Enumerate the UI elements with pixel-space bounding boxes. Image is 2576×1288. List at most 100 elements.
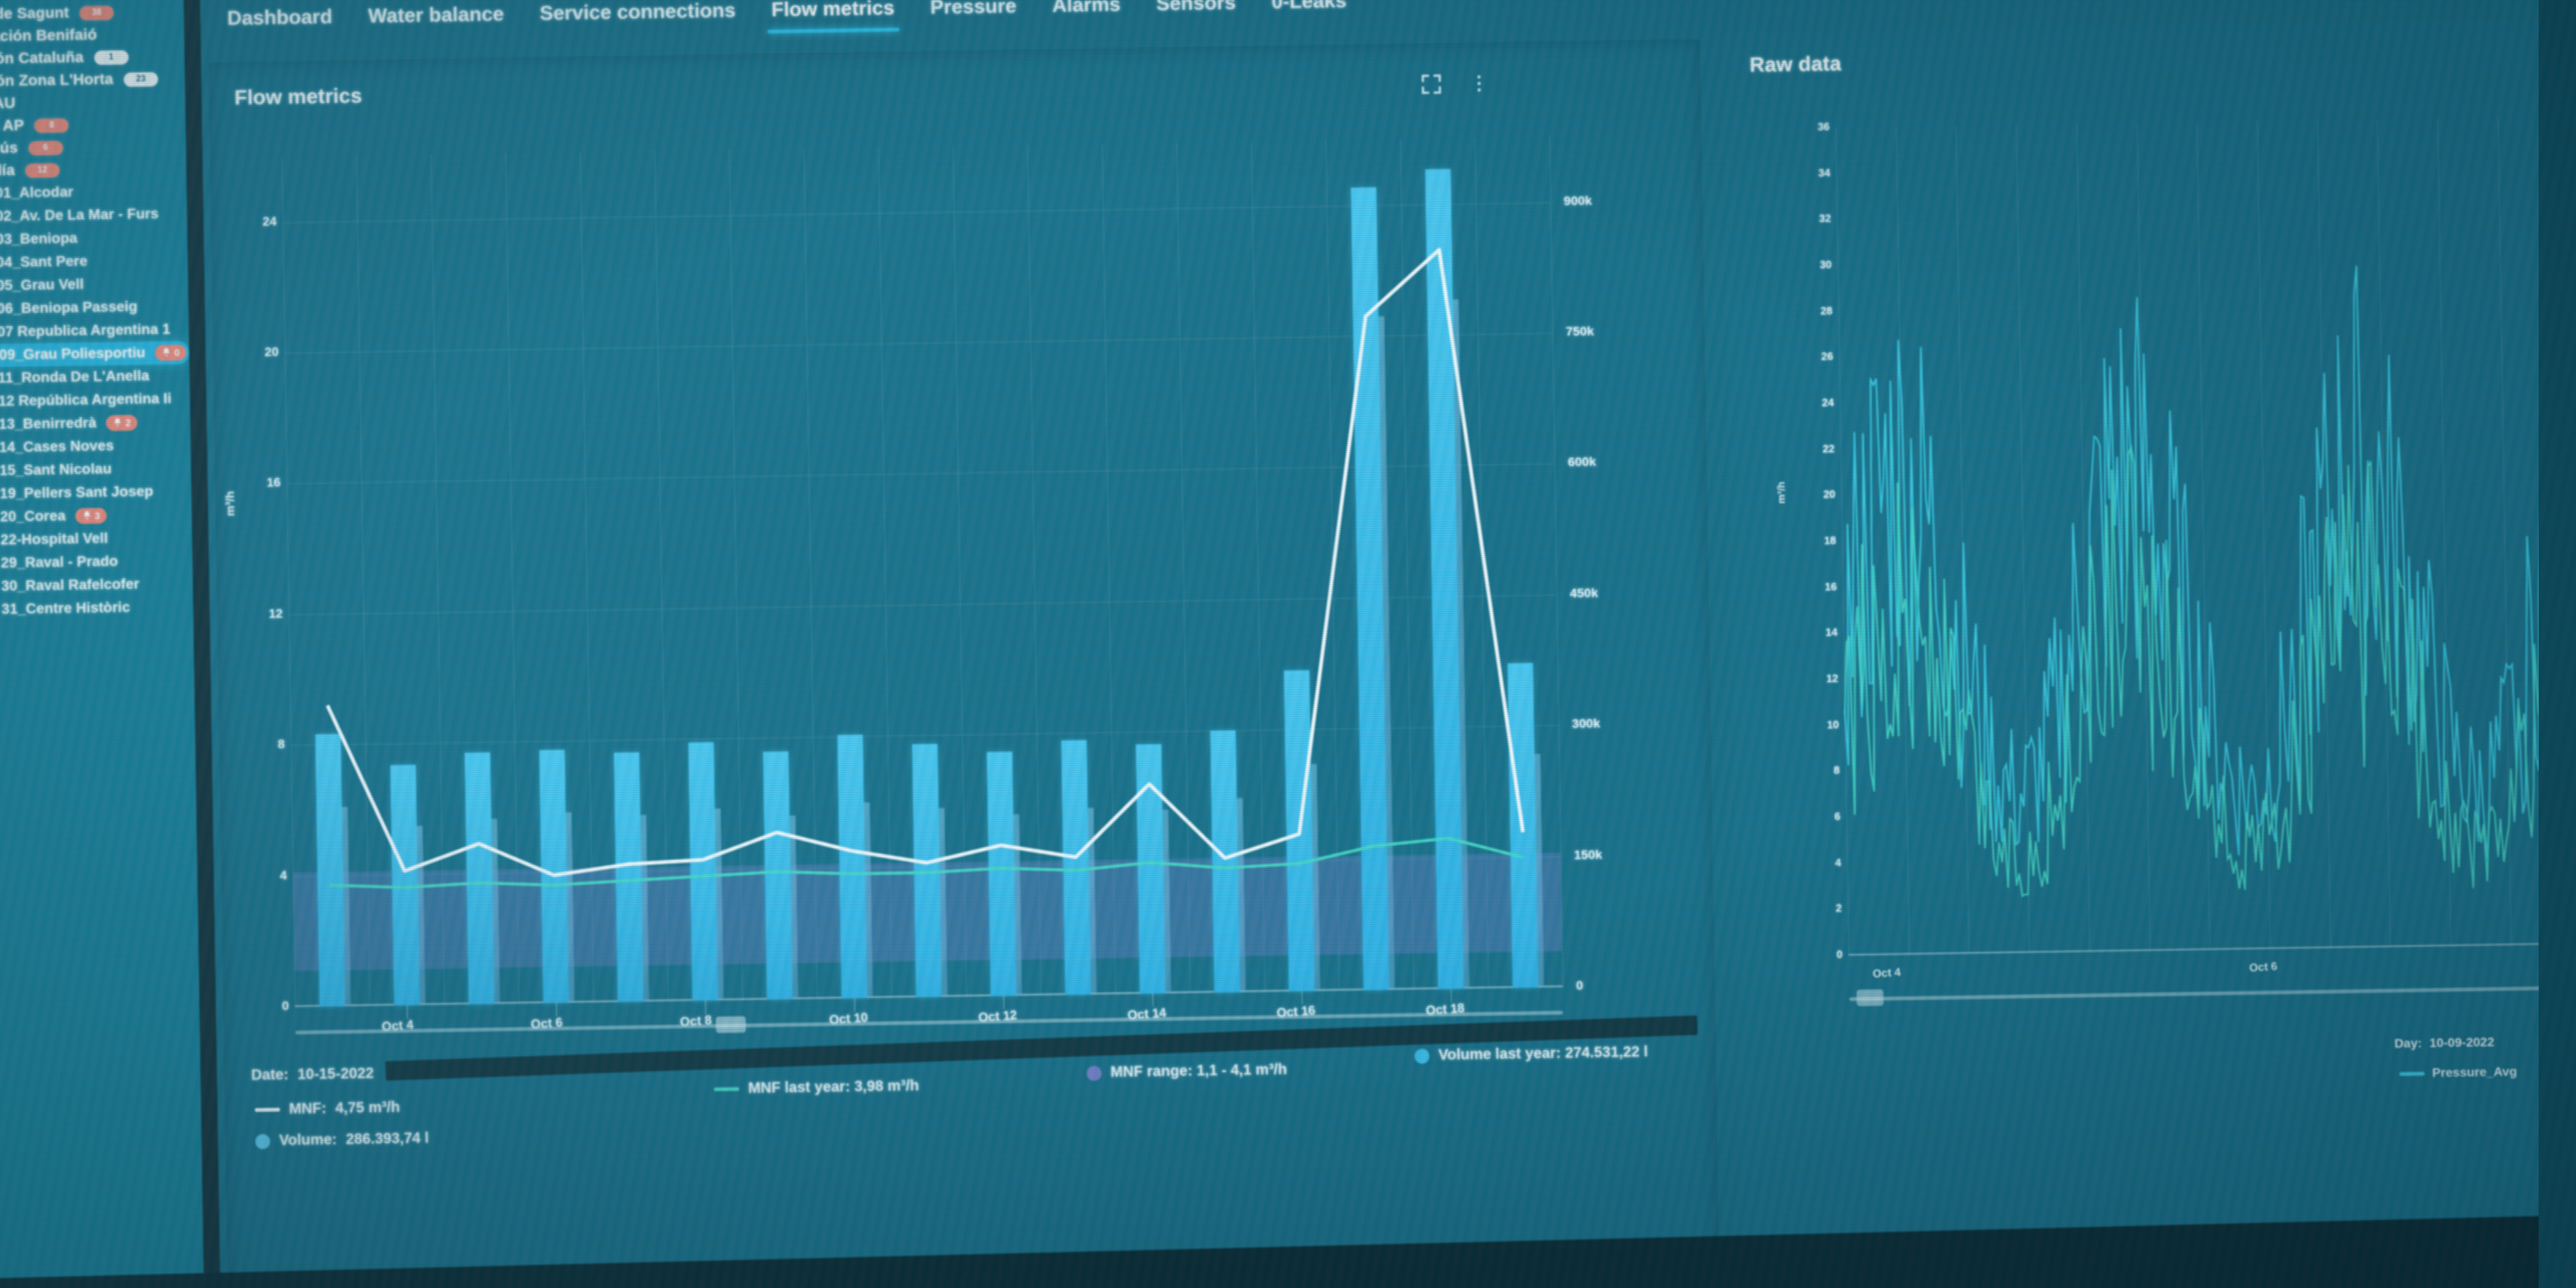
sidebar-item-label: 03_Beniopa <box>0 230 78 248</box>
tab-dashboard[interactable]: Dashboard <box>227 5 333 30</box>
tooltip-volume-label: Volume: <box>279 1131 337 1149</box>
y-axis-tick: 14 <box>1825 626 1838 640</box>
sidebar-item-22-hospital-vell[interactable]: 22-Hospital Vell <box>0 526 192 553</box>
alarm-badge: 3 <box>75 507 107 524</box>
status-badge: 1 <box>93 49 129 65</box>
sidebar-item-03-beniopa[interactable]: 03_Beniopa <box>0 225 187 252</box>
tooltip-volume-value: 286.393,74 l <box>345 1130 430 1148</box>
sidebar-item-14-cases-noves[interactable]: 14_Cases Noves <box>0 433 191 460</box>
sidebar-item-30-raval-rafelcofer[interactable]: 30_Raval Rafelcofer <box>0 572 193 599</box>
sidebar-item-07-republica-argentina-1[interactable]: 07 Republica Argentina 1 <box>0 318 189 345</box>
y-axis-tick: 6 <box>1834 811 1841 823</box>
sidebar-item-09-grau-poliesportiu[interactable]: 09_Grau Poliesportiu 0 <box>0 341 189 368</box>
sidebar-item-01-alcodar[interactable]: 01_Alcodar <box>0 179 186 206</box>
y-axis-right-tick: 150k <box>1574 847 1603 862</box>
sidebar-group-2[interactable]: ...cción Cataluña 1 <box>0 45 185 71</box>
sidebar-item-label: 07 Republica Argentina 1 <box>0 321 171 341</box>
alarm-bell-icon <box>82 510 92 522</box>
sidebar-item-label: 02_Av. De La Mar - Furs <box>0 205 159 225</box>
tab-alarms[interactable]: Alarms <box>1052 0 1121 16</box>
status-badge: 6 <box>28 140 63 155</box>
sidebar-item-13-benirredr[interactable]: 13_Benirredrà 2 <box>0 410 190 437</box>
plot-scrollbar-thumb[interactable] <box>1856 989 1884 1007</box>
y-axis-tick: 10 <box>1826 719 1839 732</box>
tooltip-mnf-value: 4,75 m³/h <box>335 1099 400 1117</box>
sidebar-item-12-rep-blica-argentina-ii[interactable]: 12 República Argentina Ii <box>0 387 190 414</box>
sidebar-item-label: 14_Cases Noves <box>0 437 114 456</box>
sidebar-item-11-ronda-de-l-anella[interactable]: 11_Ronda De L'Anella <box>0 364 189 391</box>
pressure-avg-line <box>1844 256 2576 859</box>
alarm-badge: 0 <box>154 345 187 361</box>
sidebar-group-label: NDÍA AP <box>0 116 25 135</box>
tab-pressure[interactable]: Pressure <box>930 0 1017 19</box>
tab-0-leaks[interactable]: 0-Leaks <box>1271 0 1347 13</box>
tooltip-date-label: Date: <box>251 1066 289 1084</box>
mnf-last-year-line <box>330 836 1524 889</box>
sidebar-item-19-pellers-sant-josep[interactable]: 19_Pellers Sant Josep <box>0 480 192 506</box>
sidebar-item-15-sant-nicolau[interactable]: 15_Sant Nicolau <box>0 456 191 483</box>
tooltip-day-label: Day: <box>2394 1036 2422 1051</box>
tab-water-balance[interactable]: Water balance <box>368 2 504 28</box>
sidebar-item-label: 13_Benirredrà <box>0 415 97 433</box>
sidebar-group-7[interactable]: Gandía 12 <box>0 157 186 183</box>
page-title: Flow metrics <box>234 84 362 110</box>
sidebar-item-06-beniopa-passeig[interactable]: 06_Beniopa Passeig <box>0 295 189 321</box>
tab-service-connections[interactable]: Service connections <box>539 0 736 25</box>
mnf-range-swatch <box>1086 1065 1102 1081</box>
tooltip-date: Date: 10-15-2022 <box>251 1065 374 1084</box>
sidebar-item-04-sant-pere[interactable]: 04_Sant Pere <box>0 248 188 275</box>
sidebar-group-5[interactable]: NDÍA AP 8 <box>0 112 186 138</box>
legend-label: MNF last year: 3,98 m³/h <box>748 1077 920 1097</box>
y-axis-right-tick: 750k <box>1565 324 1595 339</box>
raw-data-plot[interactable]: 0 2 4 6 8 10 12 14 16 18 20 22 24 26 28 30 32 34 36 m³/h O… <box>1774 115 2576 981</box>
tab-flow-metrics[interactable]: Flow metrics <box>753 0 913 22</box>
legend-item-mnf-range[interactable]: MNF range: 1,1 - 4,1 m³/h <box>1086 1061 1287 1081</box>
sidebar-group-label: Daimús <box>0 139 19 157</box>
alarm-count: 3 <box>94 510 101 522</box>
alarm-count: 2 <box>125 417 131 429</box>
flow-metrics-card: Flow metrics <box>208 39 1720 1286</box>
sidebar-group-3[interactable]: ...cción Zona L'Horta 23 <box>0 67 185 93</box>
sidebar-item-20-corea[interactable]: 20_Corea 3 <box>0 503 192 530</box>
sidebar-item-02-av-de-la-mar-furs[interactable]: 02_Av. De La Mar - Furs <box>0 202 187 229</box>
mnf-lines <box>325 248 1525 889</box>
mnf-last-year-swatch <box>714 1087 740 1092</box>
y-axis-tick: 18 <box>1823 535 1837 547</box>
y-axis-right-tick: 0 <box>1576 978 1583 993</box>
legend-item-pressure-avg[interactable]: Pressure_Avg <box>2399 1064 2517 1081</box>
flow-metrics-plot[interactable]: 0 4 8 12 16 20 24 0 150k 300k 450k 600k 750k 900k m³… <box>224 136 1602 1034</box>
tooltip-mnf: MNF: 4,75 m³/h <box>254 1099 400 1119</box>
sidebar-item-label: 01_Alcodar <box>0 183 74 202</box>
y-axis-right-tick: 900k <box>1563 193 1592 208</box>
sidebar-group-0[interactable]: ...es de Sagunt 38 <box>0 0 184 26</box>
sidebar-item-label: 30_Raval Rafelcofer <box>1 576 140 595</box>
tab-sensors[interactable]: Sensors <box>1156 0 1237 15</box>
sidebar-item-label: 31_Centre Històric <box>1 599 131 618</box>
sidebar-group-label: Gandía <box>0 161 16 180</box>
expand-icon[interactable] <box>1419 72 1445 101</box>
more-vertical-icon[interactable] <box>1468 71 1491 100</box>
status-badge: 8 <box>34 118 69 133</box>
y-axis-tick: 2 <box>1835 902 1842 915</box>
plot-scrollbar-track[interactable] <box>1849 984 2576 1002</box>
sidebar-group-4[interactable]: _GRAU <box>0 89 186 116</box>
legend-item-volume-last-year[interactable]: Volume last year: 274.531,22 l <box>1414 1044 1648 1065</box>
sidebar-item-29-raval-prado[interactable]: 29_Raval - Prado <box>0 549 192 576</box>
sidebar-group-6[interactable]: Daimús 6 <box>0 134 186 160</box>
y-axis-tick: 24 <box>1821 397 1835 409</box>
sidebar-item-05-grau-vell[interactable]: 05_Grau Vell <box>0 271 188 298</box>
sidebar-item-list: 01_Alcodar 02_Av. De La Mar - Furs 03_Beni… <box>0 179 193 622</box>
flow-metrics-legend: Date: 10-15-2022 MNF: 4,75 m³/h Volume: … <box>251 1015 1698 1149</box>
y-axis-left-tick: 20 <box>264 345 279 359</box>
sidebar-group-label: ...egación Benifaió <box>0 26 98 45</box>
sidebar-item-31-centre-hist-ric[interactable]: 31_Centre Històric <box>0 595 193 622</box>
plot-scrollbar-thumb[interactable] <box>715 1016 747 1034</box>
legend-item-mnf-last-year[interactable]: MNF last year: 3,98 m³/h <box>714 1078 919 1098</box>
sidebar-group-1[interactable]: ...egación Benifaió <box>0 22 184 48</box>
sidebar-item-label: 15_Sant Nicolau <box>0 460 112 480</box>
y-axis-tick: 8 <box>1833 764 1840 777</box>
sidebar-group-label: ...es de Sagunt <box>0 4 69 23</box>
raw-data-series <box>1844 256 2576 897</box>
